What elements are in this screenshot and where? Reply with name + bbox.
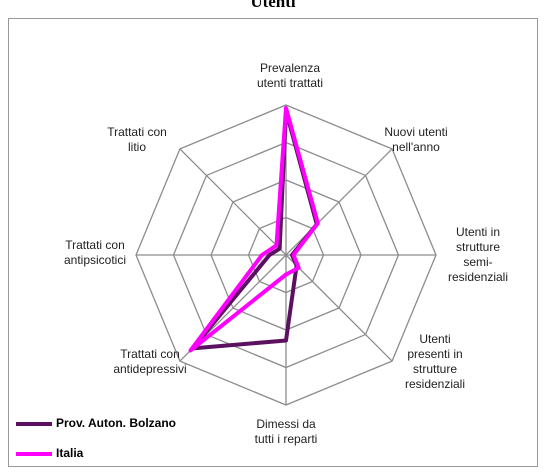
chart-title: Utenti bbox=[250, 0, 296, 11]
axis-label: Utenti presenti in strutture residenzial… bbox=[404, 332, 466, 391]
axis-label: Trattati con antidepressivi bbox=[113, 347, 187, 376]
axis-label: Nuovi utenti nell'anno bbox=[384, 125, 448, 154]
axis-label: Trattati con antipsicotici bbox=[63, 238, 127, 267]
axis-label: Prevalenza utenti trattati bbox=[256, 61, 324, 90]
legend-label: Prov. Auton. Bolzano bbox=[56, 416, 176, 430]
axis-label: Dimessi da tutti i reparti bbox=[254, 417, 318, 446]
spoke bbox=[285, 254, 393, 362]
axis-label: Trattati con litio bbox=[107, 125, 167, 154]
legend-label: Italia bbox=[56, 446, 84, 460]
frame bbox=[8, 18, 538, 467]
series-line bbox=[188, 106, 320, 353]
spoke bbox=[179, 148, 287, 256]
axis-label: Utenti in strutture semi- residenziali bbox=[447, 225, 509, 284]
